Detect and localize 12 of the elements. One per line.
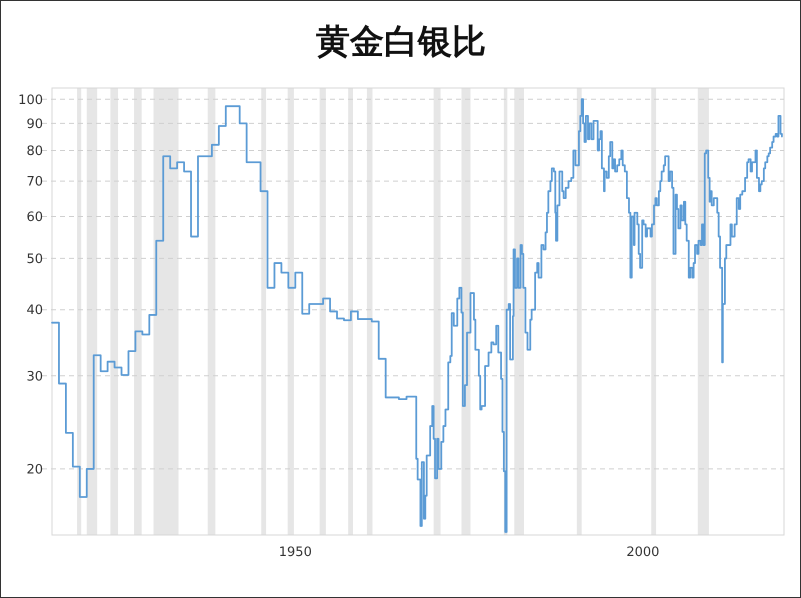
y-tick-label: 30: [26, 369, 43, 384]
y-tick-label: 40: [26, 303, 43, 318]
y-tick-label: 60: [26, 210, 43, 226]
y-tick-label: 70: [26, 174, 43, 190]
y-tick-label: 50: [26, 252, 43, 267]
chart-title: 黄金白银比: [316, 22, 486, 62]
y-tick-label: 80: [26, 144, 43, 160]
y-tick-label: 100: [18, 92, 43, 108]
y-tick-label: 20: [26, 462, 43, 478]
x-tick-label: 2000: [626, 545, 660, 560]
y-tick-label: 90: [26, 116, 43, 132]
x-tick-label: 1950: [278, 545, 312, 560]
